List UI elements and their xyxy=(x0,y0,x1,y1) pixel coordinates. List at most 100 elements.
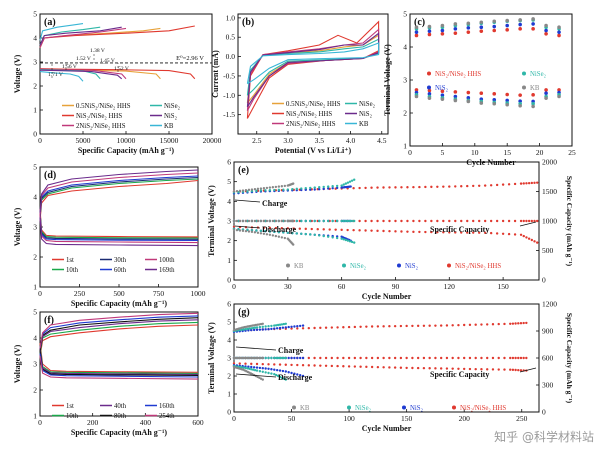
legend-label: KB xyxy=(530,85,540,92)
data-point xyxy=(253,326,257,329)
data-point xyxy=(250,368,253,371)
data-point xyxy=(255,189,258,193)
data-point xyxy=(298,227,301,230)
data-point xyxy=(507,183,511,186)
x-tick-label: 2.5 xyxy=(252,136,262,145)
data-point xyxy=(342,365,345,368)
data-point xyxy=(350,219,354,223)
data-point xyxy=(436,231,439,234)
annotation: E⁰=2.96 V xyxy=(176,55,204,62)
data-point xyxy=(466,99,471,104)
data-point xyxy=(291,231,294,235)
data-point xyxy=(414,30,419,34)
x-tick-label: 0 xyxy=(38,136,42,145)
data-point xyxy=(527,219,531,223)
y-tick-label: 5 xyxy=(33,163,37,172)
data-point xyxy=(250,327,253,330)
data-point xyxy=(406,219,409,223)
data-point xyxy=(522,219,525,223)
panel-a: 0 5000 10000 15000 20000 0 1 2 3 4 5 Specific Capac… xyxy=(13,10,222,156)
data-point xyxy=(557,30,561,34)
data-point xyxy=(251,326,255,330)
data-point xyxy=(264,325,267,328)
data-point xyxy=(335,219,339,223)
legend-label: 10th xyxy=(66,413,79,420)
data-point xyxy=(264,189,267,192)
data-point xyxy=(448,231,451,234)
data-point xyxy=(295,219,298,223)
data-point xyxy=(248,367,251,370)
y-axis-label: Terminal Voltage (V) xyxy=(383,44,392,116)
data-point xyxy=(424,185,427,189)
data-point xyxy=(466,21,471,26)
data-point xyxy=(287,356,290,360)
data-point xyxy=(253,188,257,191)
data-point xyxy=(340,219,343,223)
series-line-a-5 xyxy=(39,27,127,48)
legend-marker xyxy=(402,405,406,410)
legend-marker xyxy=(522,71,526,76)
data-point xyxy=(313,326,316,330)
data-point xyxy=(273,373,276,376)
data-point xyxy=(242,328,245,331)
series-line-f-1 xyxy=(39,343,199,373)
data-point xyxy=(525,321,528,325)
data-point xyxy=(264,367,267,370)
data-point xyxy=(280,185,284,188)
data-point xyxy=(244,328,247,331)
data-point xyxy=(414,88,419,92)
data-point xyxy=(418,230,421,234)
data-point xyxy=(270,368,273,371)
y-tick-label: 5 xyxy=(227,177,231,186)
data-point xyxy=(536,181,539,184)
data-point xyxy=(365,356,368,360)
data-point xyxy=(503,322,506,326)
data-point xyxy=(525,236,528,239)
data-point xyxy=(531,104,535,109)
data-point xyxy=(324,364,328,367)
data-point xyxy=(525,356,528,360)
data-point xyxy=(261,322,264,325)
legend-marker xyxy=(522,85,526,90)
y-tick-label: 1 xyxy=(403,142,407,151)
panel-e: 0 30 60 90 120 15001234560500100015002000Spec… xyxy=(207,158,574,302)
data-point xyxy=(544,88,548,92)
data-point xyxy=(280,356,284,360)
data-point xyxy=(501,232,505,235)
data-point xyxy=(241,219,245,223)
data-point xyxy=(259,356,263,360)
y-tick-label: 0 xyxy=(227,276,231,285)
annotation-arrow xyxy=(235,346,277,351)
y-tick-label: 3 xyxy=(33,223,37,232)
data-point xyxy=(331,187,334,190)
y-tick-label: 3 xyxy=(33,58,37,67)
data-point xyxy=(268,230,272,233)
data-point xyxy=(274,185,278,189)
data-point xyxy=(342,219,345,223)
legend-label: NiS₂ xyxy=(405,263,418,270)
y-tick-label: -1.0 xyxy=(223,91,235,100)
data-point xyxy=(244,219,248,223)
legend-label: 30th xyxy=(114,257,127,264)
data-point xyxy=(256,219,260,223)
data-point xyxy=(399,324,403,328)
data-point xyxy=(284,326,287,329)
data-point xyxy=(472,219,475,223)
annotation-charge: Charge xyxy=(278,346,304,355)
data-point xyxy=(497,356,500,360)
y-tick-label: 2 xyxy=(227,372,231,381)
data-point xyxy=(262,232,266,235)
data-point xyxy=(336,326,339,329)
data-point xyxy=(445,367,449,370)
data-point xyxy=(503,368,506,371)
data-point xyxy=(416,356,420,360)
legend-label: KB xyxy=(359,121,369,128)
data-point xyxy=(557,25,561,30)
data-point xyxy=(240,366,243,369)
data-point xyxy=(466,90,471,95)
annotation: 1.52 V xyxy=(114,66,129,72)
data-point xyxy=(388,186,391,189)
data-point xyxy=(301,374,305,378)
data-point xyxy=(453,98,458,103)
y-tick-label: 5 xyxy=(33,308,37,317)
